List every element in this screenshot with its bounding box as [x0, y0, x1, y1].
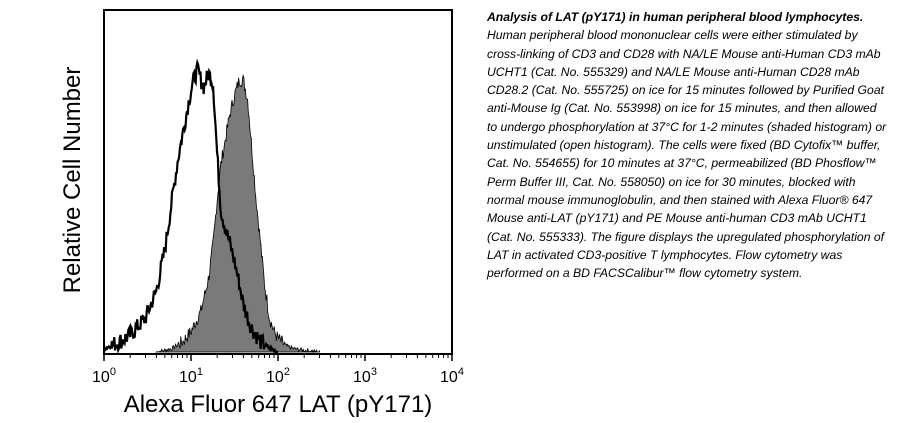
x-ticks: 100 101 102 103 104: [92, 354, 464, 386]
x-tick-label: 102: [266, 366, 290, 386]
x-tick-label: 101: [179, 366, 203, 386]
x-tick-label: 103: [353, 366, 377, 386]
x-axis-label: Alexa Fluor 647 LAT (pY171): [124, 391, 433, 418]
plot-frame: [103, 9, 453, 355]
histogram-chart: 100 101 102 103 104 Relative Cell Number Ale…: [59, 9, 464, 418]
caption-title: Analysis of LAT (pY171) in human periphe…: [487, 10, 864, 24]
shaded-histogram-stimulated: [154, 73, 320, 354]
x-tick-label: 100: [92, 366, 116, 386]
open-histogram-unstimulated: [102, 58, 278, 355]
x-tick-label: 104: [440, 366, 464, 386]
y-axis-label: Relative Cell Number: [59, 67, 86, 294]
figure-caption: Analysis of LAT (pY171) in human periphe…: [487, 8, 887, 282]
histogram-figure: 100 101 102 103 104 Relative Cell Number Ale…: [59, 9, 464, 418]
caption-body: Human peripheral blood mononuclear cells…: [487, 28, 887, 281]
